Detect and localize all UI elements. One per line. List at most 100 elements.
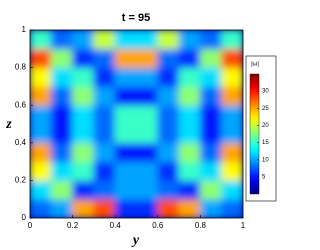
- heatmap-cell: [50, 161, 74, 181]
- heatmap-cell: [50, 123, 74, 144]
- heatmap-cell: [199, 198, 223, 218]
- heatmap-cell: [221, 85, 243, 106]
- heatmap-cell: [93, 67, 116, 87]
- heatmap-cell: [50, 67, 74, 87]
- heatmap-cell: [136, 123, 159, 144]
- heatmap-cell: [114, 179, 137, 200]
- heatmap-cell: [157, 85, 180, 106]
- heatmap-cell: [30, 161, 52, 181]
- heatmap-cell: [221, 104, 243, 125]
- y-tick-label: 0: [22, 213, 27, 222]
- heatmap-cell: [93, 48, 116, 69]
- heatmap-cell: [50, 198, 74, 218]
- heatmap-cell: [199, 85, 223, 106]
- y-tick-label: 1: [22, 25, 27, 34]
- heatmap-field: [30, 30, 243, 218]
- heatmap-cell: [199, 179, 223, 200]
- heatmap-cell: [114, 67, 137, 87]
- x-axis-label: y: [131, 233, 140, 248]
- heatmap-cell: [93, 179, 116, 200]
- heatmap-cell: [136, 85, 159, 106]
- heatmap-cell: [72, 48, 95, 69]
- heatmap-cell: [114, 198, 137, 218]
- heatmap-cell: [72, 123, 95, 144]
- y-tick-label: 0.2: [15, 176, 27, 185]
- heatmap-cell: [136, 179, 159, 200]
- heatmap-cell: [136, 104, 159, 125]
- heatmap-cell: [157, 142, 180, 163]
- heatmap-cell: [93, 161, 116, 181]
- colorbar-tick-label: 20: [262, 123, 269, 129]
- x-tick-label: 0.4: [110, 221, 122, 230]
- heatmap-cell: [50, 179, 74, 200]
- heatmap-cell: [157, 48, 180, 69]
- heatmap-cell: [136, 142, 159, 163]
- heatmap-cell: [136, 198, 159, 218]
- heatmap-cell: [221, 67, 243, 87]
- heatmap-cell: [178, 104, 201, 125]
- heatmap-cell: [178, 161, 201, 181]
- y-tick-label: 0.6: [15, 100, 27, 109]
- heatmap-cell: [221, 123, 243, 144]
- heatmap-cell: [30, 179, 52, 200]
- heatmap-cell: [178, 142, 201, 163]
- heatmap-cell: [30, 198, 52, 218]
- heatmap-cell: [30, 48, 52, 69]
- heatmap-cell: [199, 123, 223, 144]
- heatmap-cell: [199, 30, 223, 50]
- heatmap-cell: [72, 104, 95, 125]
- heatmap-cell: [199, 67, 223, 87]
- heatmap-cell: [221, 179, 243, 200]
- colorbar-tick-label: 10: [262, 157, 269, 163]
- heatmap-cell: [72, 30, 95, 50]
- heatmap-cell: [114, 142, 137, 163]
- heatmap-cell: [157, 179, 180, 200]
- y-tick-label: 0.8: [15, 63, 27, 72]
- colorbar: [249, 73, 260, 195]
- heatmap-cell: [30, 30, 52, 50]
- y-tick-label: 0.4: [15, 138, 27, 147]
- heatmap-cell: [178, 67, 201, 87]
- heatmap-cell: [136, 30, 159, 50]
- heatmap-cell: [178, 48, 201, 69]
- heatmap-cell: [178, 123, 201, 144]
- heatmap-cell: [114, 161, 137, 181]
- colorbar-tick-label: 30: [262, 89, 269, 95]
- heatmap-cell: [93, 104, 116, 125]
- chart: t = 95 y z |ω| 0 0.2 0.4 0.6 0.8 100.20.40.60…: [5, 12, 277, 248]
- heatmap-cell: [30, 67, 52, 87]
- heatmap-cell: [136, 48, 159, 69]
- heatmap-cell: [93, 142, 116, 163]
- heatmap-cell: [157, 30, 180, 50]
- x-tick-label: 0: [28, 221, 33, 230]
- heatmap-cell: [157, 123, 180, 144]
- heatmap-cell: [72, 179, 95, 200]
- heatmap-cell: [93, 85, 116, 106]
- heatmap-cell: [72, 142, 95, 163]
- heatmap-cell: [221, 142, 243, 163]
- heatmap-cell: [221, 161, 243, 181]
- x-tick-label: 0.8: [195, 221, 207, 230]
- heatmap-cell: [50, 142, 74, 163]
- heatmap-cell: [30, 104, 52, 125]
- heatmap-cell: [157, 198, 180, 218]
- heatmap-cell: [72, 161, 95, 181]
- heatmap-cell: [157, 161, 180, 181]
- heatmap-cell: [72, 67, 95, 87]
- colorbar-tick-label: 25: [262, 106, 269, 112]
- heatmap-cell: [93, 123, 116, 144]
- heatmap-cell: [30, 142, 52, 163]
- heatmap-cell: [114, 123, 137, 144]
- colorbar-tick-label: 15: [262, 140, 269, 146]
- heatmap-cell: [221, 198, 243, 218]
- heatmap-cell: [136, 161, 159, 181]
- heatmap-cell: [199, 104, 223, 125]
- heatmap-cell: [114, 85, 137, 106]
- heatmap-cell: [178, 30, 201, 50]
- heatmap-cell: [199, 142, 223, 163]
- heatmap-cell: [72, 198, 95, 218]
- heatmap-cell: [136, 67, 159, 87]
- heatmap-cell: [30, 123, 52, 144]
- chart-title: t = 95: [122, 12, 150, 24]
- x-tick-label: 0.2: [67, 221, 79, 230]
